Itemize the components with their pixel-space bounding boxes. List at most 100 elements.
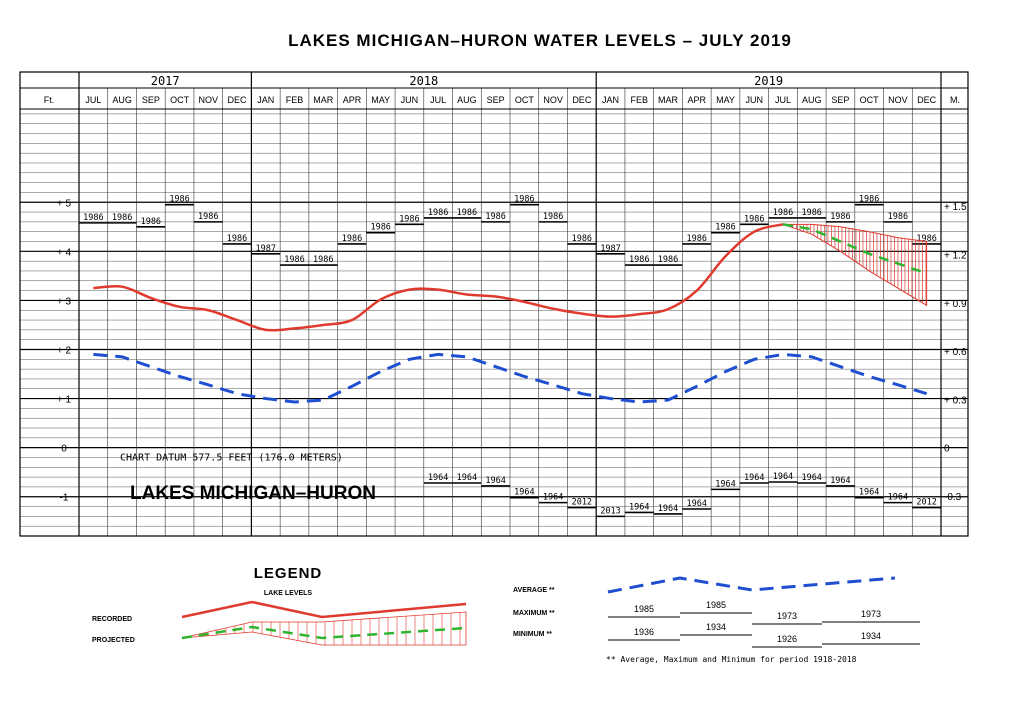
left-tick-label: -1 [60,493,69,504]
minimum-year-label: 1964 [485,476,505,486]
minimum-year-label: 2013 [600,506,620,516]
maximum-year-label: 1986 [744,214,764,224]
maximum-year-label: 1986 [198,212,218,222]
legend-recorded-line [181,600,467,619]
right-tick-label: + 0.3 [944,396,967,407]
month-label-2019-DEC: DEC [917,95,937,105]
maximum-year-label: 1986 [658,255,678,265]
minimum-year-label: 1964 [888,493,908,503]
legend: LEGEND LAKE LEVELS RECORDED PROJECTED AV… [92,565,920,664]
chart-grid: 2017 JUL AUG SEP OCT NOV DEC 2018 JAN FEB MAR APR MA… [19,71,969,537]
month-label-2017-AUG: AUG [112,95,132,105]
right-tick-label: + 0.6 [944,347,967,358]
month-label-2019-JUN: JUN [745,95,763,105]
maximum-year-label: 1986 [859,195,879,205]
month-label-2019-OCT: OCT [860,95,880,105]
maximum-year-label: 1986 [313,255,333,265]
legend-maximum-year: 1973 [861,609,881,619]
year-label-2017: 2017 [151,74,180,88]
minimum-year-label: 1964 [543,493,563,503]
legend-average-label: AVERAGE ** [513,587,555,594]
right-tick-label: 0 [944,444,950,455]
month-label-2019-SEP: SEP [831,95,849,105]
legend-minimum-year: 1936 [634,627,654,637]
legend-projected-line [181,625,467,640]
projected-series-line [782,223,928,275]
minimum-year-label: 1964 [859,488,879,498]
minimum-year-label: 1964 [629,502,649,512]
month-label-2018-JUL: JUL [430,95,446,105]
chart-datum-text: CHART DATUM 577.5 FEET (176.0 METERS) [120,452,343,463]
minimum-year-label: 1964 [830,476,850,486]
legend-footnote: ** Average, Maximum and Minimum for peri… [606,655,857,664]
month-label-2018-NOV: NOV [543,95,563,105]
minimum-year-label: 1964 [428,473,448,483]
legend-maximum-label: MAXIMUM ** [513,610,555,617]
chart-title: LAKES MICHIGAN–HURON WATER LEVELS – JULY… [288,31,792,50]
month-label-2018-AUG: AUG [457,95,477,105]
legend-minimum-year: 1934 [706,622,726,632]
month-label-2019-JAN: JAN [602,95,619,105]
maximum-year-label: 1986 [801,208,821,218]
maximum-year-label: 1986 [715,223,735,233]
month-label-2017-SEP: SEP [142,95,160,105]
month-label-2017-DEC: DEC [228,95,248,105]
maximum-year-label: 1986 [112,213,132,223]
average-series-line [93,352,928,404]
month-label-2019-AUG: AUG [802,95,822,105]
maximum-year-label: 1986 [428,208,448,218]
recorded-series-line [93,223,784,332]
month-label-2018-OCT: OCT [515,95,535,105]
month-label-2017-NOV: NOV [199,95,219,105]
legend-recorded-label: RECORDED [92,616,132,623]
minimum-year-label: 1964 [687,499,707,509]
maximum-year-label: 1986 [169,195,189,205]
legend-maximum-year: 1973 [777,611,797,621]
right-tick-label: -0.3 [944,492,962,503]
month-label-2019-APR: APR [688,95,707,105]
legend-maximum-year: 1985 [706,600,726,610]
month-label-2017-OCT: OCT [170,95,190,105]
minimum-year-label: 1964 [801,473,821,483]
month-label-2017-JUL: JUL [85,95,101,105]
maximum-year-label: 1986 [141,217,161,227]
minimum-year-label: 1964 [773,472,793,482]
legend-projected-label: PROJECTED [92,637,135,644]
left-tick-label: + 5 [57,198,72,209]
left-tick-label: + 3 [57,296,72,307]
maximum-year-label: 1986 [457,208,477,218]
legend-title: LEGEND [254,565,323,582]
minimum-year-label: 1964 [457,473,477,483]
month-label-2019-MAY: MAY [716,95,735,105]
month-label-2019-NOV: NOV [888,95,908,105]
month-label-2018-SEP: SEP [487,95,505,105]
minimum-year-label: 1964 [514,488,534,498]
lake-name-label: LAKES MICHIGAN–HURON [130,483,376,504]
month-label-2019-JUL: JUL [775,95,791,105]
right-tick-label: + 1.2 [944,250,967,261]
right-tick-label: + 1.5 [944,202,967,213]
month-label-2018-APR: APR [343,95,362,105]
maximum-year-label: 1986 [83,213,103,223]
maximum-year-label: 1986 [629,255,649,265]
projected-range-band [782,223,928,307]
maximum-year-label: 1986 [284,255,304,265]
maximum-year-label: 1986 [514,195,534,205]
left-tick-label: + 1 [57,395,72,406]
month-label-2018-JUN: JUN [401,95,419,105]
legend-average-line [607,576,896,594]
minimum-year-label: 1964 [715,479,735,489]
maximum-year-label: 1986 [399,214,419,224]
maximum-year-label: 1986 [888,212,908,222]
maximum-year-label: 1986 [485,212,505,222]
month-label-2019-FEB: FEB [631,95,649,105]
month-label-2019-MAR: MAR [658,95,679,105]
left-tick-label: + 2 [57,345,72,356]
maximum-year-label: 1986 [916,234,936,244]
year-label-2018: 2018 [409,74,438,88]
minimum-year-label: 2012 [916,498,936,508]
maximum-year-label: 1987 [256,244,276,254]
legend-lake-levels: LAKE LEVELS [264,590,313,597]
maximum-year-label: 1986 [687,234,707,244]
minimum-year-label: 2012 [572,498,592,508]
